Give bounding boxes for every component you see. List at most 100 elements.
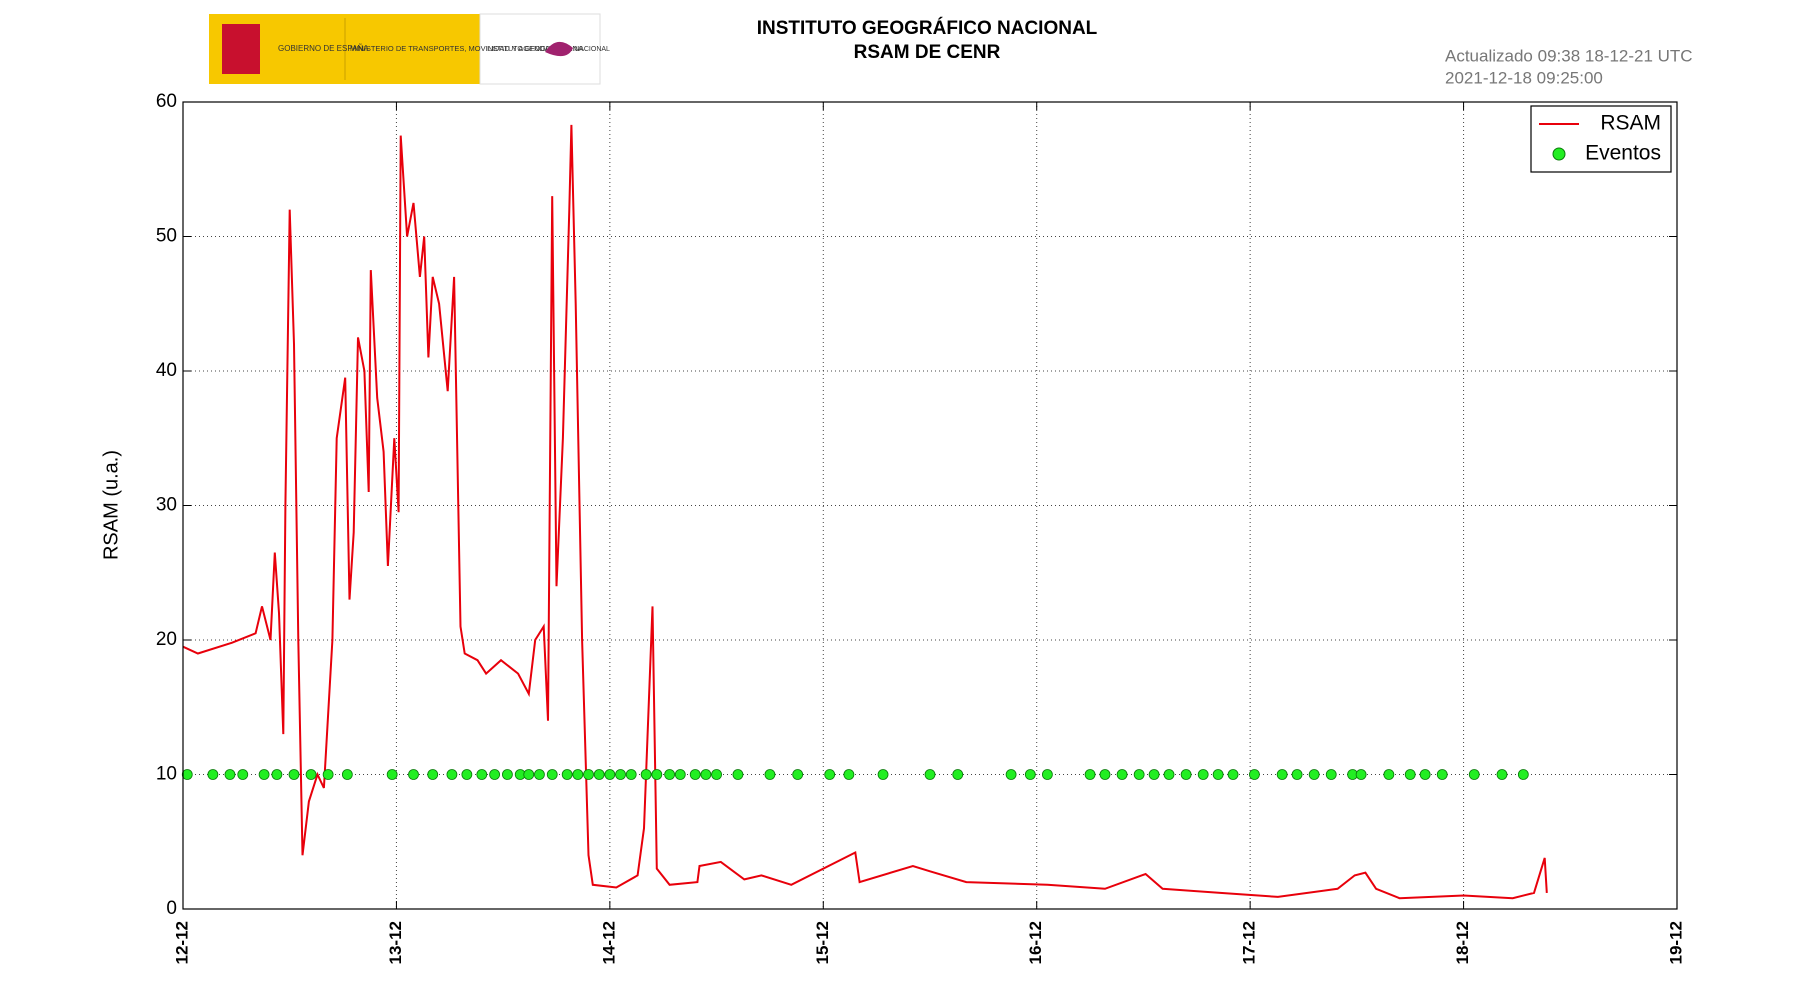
event-point (534, 769, 545, 780)
event-point (651, 769, 663, 780)
event-point (924, 769, 936, 780)
event-point (461, 769, 473, 780)
event-point (408, 769, 419, 780)
legend-box (1530, 105, 1672, 173)
logo-box (479, 13, 601, 85)
x-tick-label: 16-12 (1026, 921, 1045, 964)
logo-icon (545, 41, 573, 57)
y-tick-label: 50 (156, 226, 177, 247)
event-point (593, 769, 605, 780)
event-point (1099, 769, 1111, 780)
y-tick-label: 60 (156, 91, 177, 112)
event-point (1517, 769, 1529, 780)
event-point (1024, 769, 1036, 780)
event-point (604, 769, 616, 780)
updated-text: Actualizado 09:38 18-12-21 UTC (1445, 46, 1693, 65)
event-point (237, 769, 249, 780)
rsam-line (182, 124, 1548, 900)
event-point (1404, 769, 1416, 780)
x-tick-label: 14-12 (599, 921, 618, 964)
event-point (1212, 769, 1224, 780)
event-point (732, 769, 744, 780)
event-point (572, 769, 584, 780)
event-point (427, 769, 439, 780)
event-point (700, 769, 712, 780)
y-axis-label: RSAM (u.a.) (100, 450, 122, 560)
event-point (877, 769, 889, 780)
event-point (824, 769, 836, 780)
event-point (674, 769, 686, 780)
event-point (764, 769, 776, 780)
legend: RSAM Eventos (1530, 105, 1672, 173)
event-point (489, 769, 501, 780)
event-point (1468, 769, 1480, 780)
x-tick-label: 17-12 (1240, 921, 1259, 964)
event-point (258, 769, 270, 780)
event-point (271, 769, 283, 780)
event-point (625, 769, 637, 780)
event-point (1005, 769, 1017, 780)
event-point (476, 769, 488, 780)
event-point (224, 769, 236, 780)
event-point (1276, 769, 1288, 780)
plot-frame (182, 101, 1678, 910)
event-point (1041, 769, 1053, 780)
event-point (689, 769, 701, 780)
event-point (1163, 769, 1175, 780)
event-point (1355, 769, 1367, 780)
event-point (523, 769, 535, 780)
event-point (1325, 769, 1337, 780)
chart-title: INSTITUTO GEOGRÁFICO NACIONAL (757, 17, 1098, 39)
event-point (1436, 769, 1448, 780)
event-point (1116, 769, 1128, 780)
y-tick-label: 0 (166, 898, 177, 919)
event-point (1308, 769, 1320, 780)
logo-shield (222, 24, 260, 74)
event-point (615, 769, 626, 780)
event-point (181, 769, 193, 780)
event-point (1133, 769, 1145, 780)
logo-text: MINISTERIO DE TRANSPORTES, MOVILIDAD Y A… (350, 44, 583, 53)
event-point (1383, 769, 1395, 780)
event-point (711, 769, 722, 780)
event-point (792, 769, 804, 780)
logo-text: GOBIERNO DE ESPAÑA (278, 44, 369, 53)
event-point (305, 769, 317, 780)
event-point (640, 769, 652, 780)
event-point (322, 769, 334, 780)
y-tick-label: 10 (156, 764, 177, 785)
legend-swatch (1552, 147, 1566, 161)
event-point (952, 769, 964, 780)
event-point (502, 769, 513, 780)
event-point (1148, 769, 1160, 780)
legend-label: RSAM (1600, 112, 1661, 135)
event-point (446, 769, 458, 780)
event-point (843, 769, 855, 780)
y-tick-label: 20 (156, 629, 177, 650)
timestamp-text: 2021-12-18 09:25:00 (1445, 68, 1603, 87)
chart-subtitle: RSAM DE CENR (854, 42, 1001, 63)
event-point (546, 769, 558, 780)
x-tick-label: 18-12 (1453, 921, 1472, 964)
event-point (1291, 769, 1303, 780)
event-point (664, 769, 676, 780)
event-point (1197, 769, 1209, 780)
event-point (1249, 769, 1260, 780)
legend-label: Eventos (1585, 142, 1661, 165)
logo: GOBIERNO DE ESPAÑA MINISTERIO DE TRANSPO… (209, 13, 610, 85)
event-point (1227, 769, 1239, 780)
event-point (1084, 769, 1096, 780)
event-point (288, 769, 300, 780)
event-point (583, 769, 594, 780)
event-point (386, 769, 398, 780)
event-point (1180, 769, 1192, 780)
x-tick-label: 15-12 (813, 921, 832, 964)
x-tick-label: 13-12 (386, 921, 405, 964)
y-tick-label: 30 (156, 495, 177, 516)
event-point (561, 769, 573, 780)
event-point (1496, 769, 1508, 780)
x-tick-label: 19-12 (1666, 921, 1685, 964)
event-point (341, 769, 353, 780)
event-point (1419, 769, 1431, 780)
